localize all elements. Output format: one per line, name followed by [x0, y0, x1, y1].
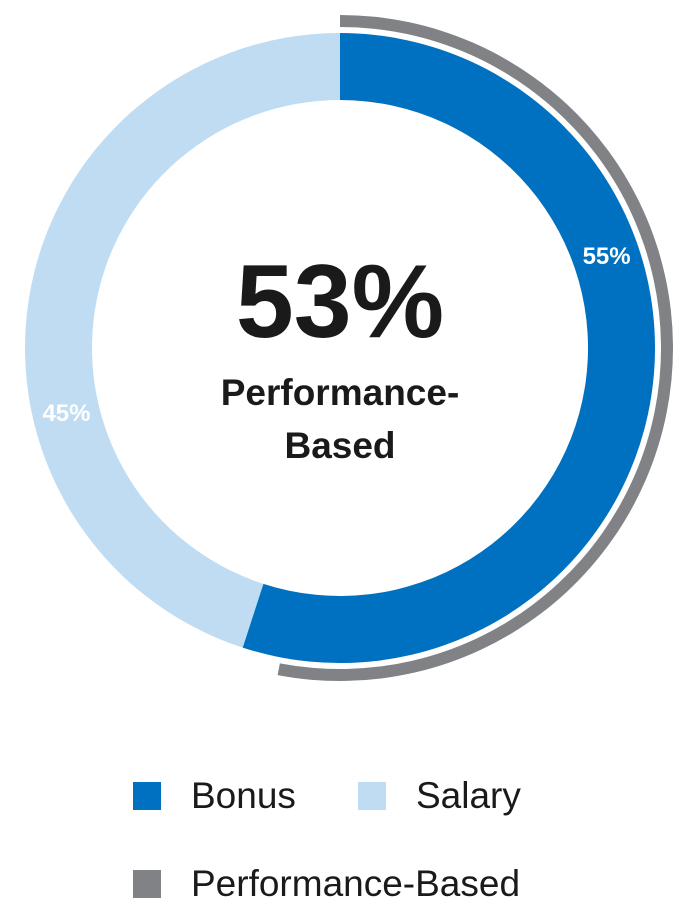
center-label-line2: Based: [284, 425, 395, 466]
center-label-line1: Performance-: [221, 372, 460, 413]
center-percentage: 53%: [236, 244, 444, 360]
slice-label-salary: 45%: [42, 400, 90, 427]
legend-swatch-performance-based: [133, 870, 161, 898]
donut-slices: [25, 33, 655, 663]
slice-bonus: [242, 33, 655, 663]
legend-item-salary: Salary: [358, 775, 521, 816]
legend-label-performance-based: Performance-Based: [191, 863, 521, 904]
legend-label-salary: Salary: [416, 775, 521, 816]
legend-item-bonus: Bonus: [133, 775, 296, 816]
slice-salary: [25, 33, 341, 648]
slice-label-bonus: 55%: [583, 243, 631, 270]
legend-swatch-bonus: [133, 782, 161, 810]
slice-labels: 55% 45%: [42, 243, 630, 427]
legend-swatch-salary: [358, 782, 386, 810]
legend-item-performance-based: Performance-Based: [133, 863, 521, 904]
donut-chart: 55% 45% 53% Performance- Based: [25, 15, 673, 681]
legend-label-bonus: Bonus: [191, 775, 296, 816]
